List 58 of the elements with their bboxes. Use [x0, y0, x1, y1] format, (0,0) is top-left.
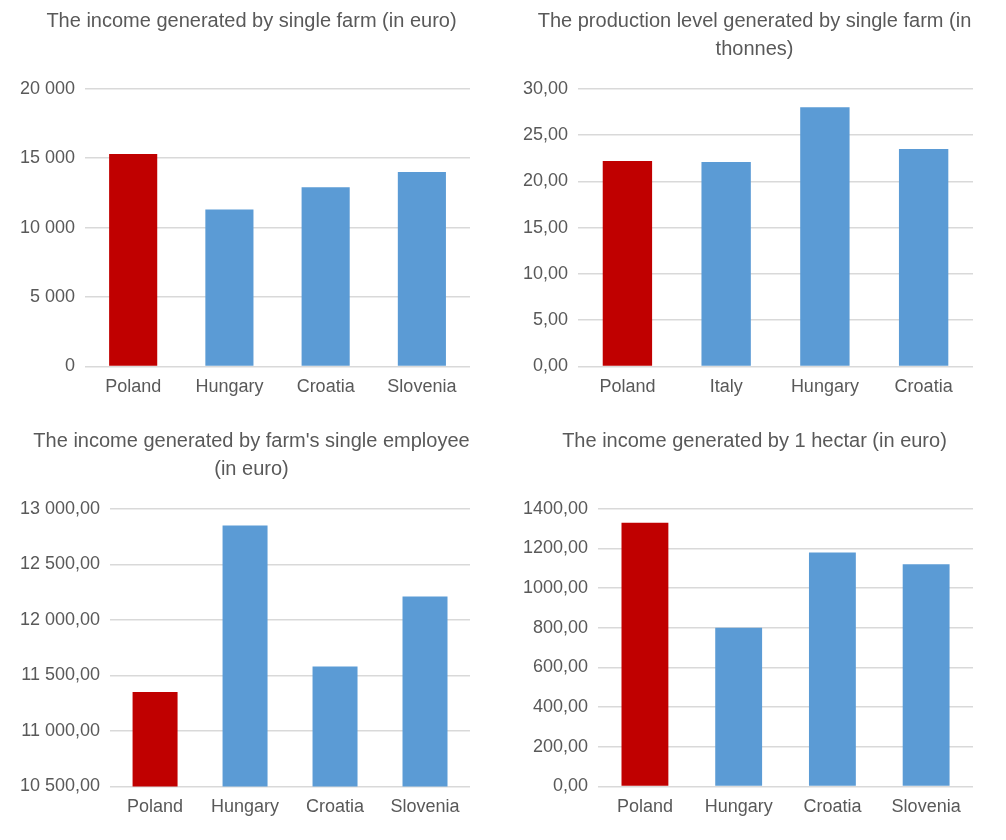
- x-tick-label: Hungary: [211, 796, 280, 817]
- bar: [715, 627, 763, 786]
- y-tick-label: 0,00: [533, 355, 569, 376]
- bar: [397, 172, 446, 366]
- x-tick-label: Poland: [599, 376, 656, 397]
- y-tick-label: 12 000,00: [20, 608, 101, 629]
- x-tick-label: Poland: [127, 796, 184, 817]
- bar: [902, 564, 950, 786]
- y-tick-label: 5 000: [30, 285, 76, 306]
- y-tick-label: 800,00: [533, 616, 589, 637]
- x-tick-label: Slovenia: [891, 796, 962, 817]
- y-tick-label: 20,00: [523, 170, 569, 191]
- x-tick-label: Slovenia: [390, 796, 461, 817]
- x-tick-label: Hungary: [790, 376, 859, 397]
- x-tick-label: Croatia: [894, 376, 954, 397]
- y-tick-label: 15,00: [523, 216, 569, 237]
- y-tick-label: 0: [65, 355, 76, 376]
- x-tick-label: Croatia: [306, 796, 366, 817]
- y-tick-label: 1200,00: [522, 537, 589, 558]
- y-tick-label: 11 000,00: [21, 719, 101, 740]
- x-tick-label: Croatia: [803, 796, 863, 817]
- x-tick-label: Hungary: [704, 796, 773, 817]
- y-tick-label: 600,00: [533, 656, 589, 677]
- x-tick-label: Hungary: [195, 376, 264, 397]
- y-tick-label: 25,00: [523, 124, 569, 145]
- chart-title: The income generated by 1 hectar (in euro): [561, 428, 948, 453]
- y-tick-label: 1000,00: [522, 577, 589, 598]
- y-tick-label: 10 000: [19, 216, 76, 237]
- bar: [109, 154, 158, 366]
- y-tick-label: 200,00: [533, 735, 589, 756]
- y-tick-label: 10 500,00: [20, 775, 101, 796]
- x-tick-label: Croatia: [296, 376, 356, 397]
- y-tick-label: 13 000,00: [20, 497, 101, 518]
- y-tick-label: 1400,00: [522, 497, 589, 518]
- y-tick-label: 30,00: [523, 77, 569, 98]
- bar: [701, 161, 751, 366]
- bar: [898, 148, 949, 366]
- chart-title: The income generated by single farm (in euro): [45, 8, 458, 33]
- bar: [808, 552, 856, 786]
- x-tick-label: Slovenia: [387, 376, 458, 397]
- chart-title: The production level generated by single farm (in thonnes): [536, 8, 973, 61]
- y-tick-label: 10,00: [523, 262, 569, 283]
- bar: [205, 209, 254, 366]
- x-tick-label: Poland: [105, 376, 162, 397]
- bar: [621, 522, 669, 786]
- bar: [800, 107, 850, 366]
- y-tick-label: 15 000: [19, 147, 76, 168]
- bar: [602, 160, 653, 366]
- y-tick-label: 400,00: [533, 696, 589, 717]
- chart-title: The income generated by farm's single employee (in euro): [32, 428, 471, 481]
- y-tick-label: 20 000: [19, 77, 76, 98]
- y-tick-label: 5,00: [533, 309, 569, 330]
- x-tick-label: Poland: [616, 796, 673, 817]
- bar: [301, 187, 350, 366]
- y-tick-label: 0,00: [553, 775, 589, 796]
- y-tick-label: 11 500,00: [21, 664, 101, 685]
- x-tick-label: Italy: [709, 376, 743, 397]
- y-tick-label: 12 500,00: [20, 553, 101, 574]
